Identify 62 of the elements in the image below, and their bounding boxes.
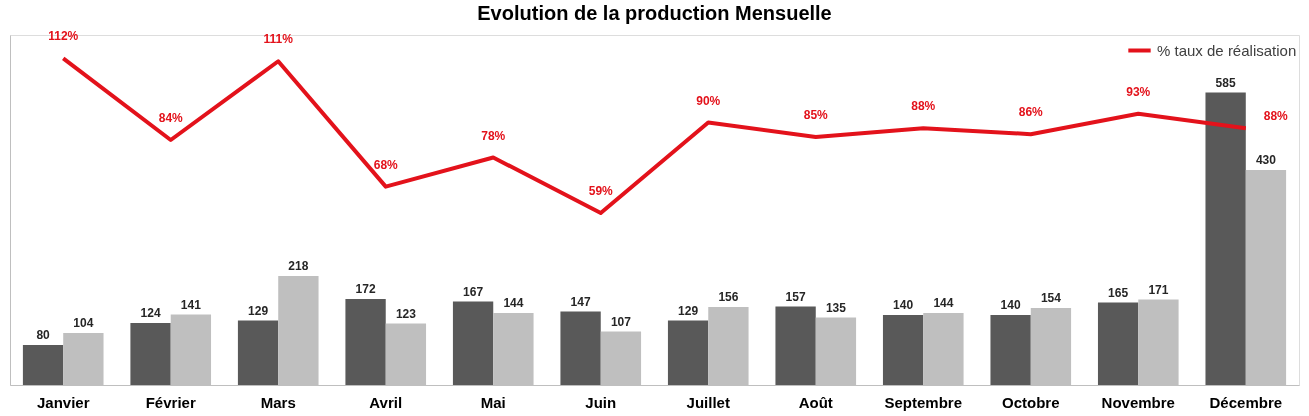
bar [667, 320, 709, 385]
bar [990, 315, 1031, 385]
bar [345, 299, 386, 385]
data-label: 157 [785, 289, 806, 304]
data-label: 144 [933, 296, 954, 310]
data-label: 78% [481, 128, 506, 143]
data-label: 88% [911, 99, 936, 114]
data-label: 218 [288, 259, 309, 273]
x-tick-label: Décembre [1209, 393, 1283, 411]
data-label: 135 [825, 300, 847, 315]
chart-title: Evolution de la production Mensuelle [477, 2, 832, 25]
bar [775, 306, 816, 385]
bar [130, 323, 171, 385]
x-tick-label: Septembre [884, 393, 963, 411]
x-tick-label: Avril [369, 393, 403, 411]
x-tick-label: Octobre [1002, 393, 1060, 411]
data-label: 124 [140, 306, 161, 320]
data-label: 68% [373, 157, 399, 172]
data-label: 141 [180, 297, 202, 312]
bar [22, 345, 64, 385]
data-label: 107 [610, 314, 632, 329]
bar [237, 320, 279, 385]
data-label: 156 [718, 290, 739, 304]
data-label: 111% [263, 32, 294, 47]
data-label: 80 [36, 328, 51, 342]
data-label: 167 [463, 284, 484, 299]
data-label: 171 [1148, 282, 1169, 297]
x-tick-label: Juin [585, 393, 617, 411]
bar [1205, 92, 1246, 385]
legend-label: % taux de réalisation [1157, 41, 1297, 59]
data-label: 140 [1000, 298, 1021, 312]
data-label: 430 [1255, 153, 1277, 167]
data-label: 585 [1215, 75, 1236, 90]
data-label: 104 [73, 316, 94, 330]
bar [1097, 302, 1139, 385]
data-label: 129 [678, 303, 699, 318]
bar [452, 301, 494, 385]
x-tick-label: Janvier [36, 393, 90, 411]
x-tick-label: Juillet [686, 393, 730, 411]
data-label: 86% [1018, 105, 1044, 120]
data-label: 90% [696, 93, 721, 108]
data-label: 140 [893, 298, 914, 312]
x-tick-label: Novembre [1101, 393, 1175, 411]
data-label: 112% [48, 29, 79, 44]
data-label: 172 [355, 282, 376, 296]
data-label: 154 [1040, 291, 1062, 305]
data-label: 144 [503, 296, 524, 310]
bar [560, 311, 601, 385]
data-label: 59% [588, 183, 614, 198]
x-tick-label: Mai [480, 393, 506, 411]
data-label: 93% [1126, 84, 1151, 99]
data-label: 84% [158, 111, 184, 125]
data-label: 88% [1263, 109, 1289, 124]
data-label: 85% [803, 108, 829, 123]
bar [882, 315, 924, 385]
data-label: 129 [248, 303, 269, 318]
x-tick-label: Mars [260, 393, 296, 411]
data-label: 123 [395, 306, 417, 321]
x-tick-label: Février [145, 393, 196, 411]
data-label: 147 [570, 294, 591, 309]
x-tick-label: Août [798, 393, 833, 411]
data-label: 165 [1108, 285, 1129, 300]
